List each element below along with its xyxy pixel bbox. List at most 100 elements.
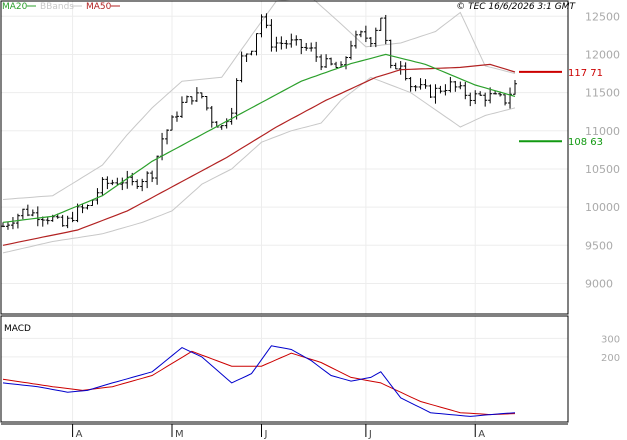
price-candle [219,125,224,130]
price-candle [383,14,388,45]
price-candle [309,42,314,52]
price-candle [368,37,373,47]
price-candle [343,56,348,70]
price-candle [274,36,279,52]
price-candle [40,216,45,227]
price-candle [304,42,309,51]
price-candle [423,79,428,89]
price-candle [25,204,30,217]
price-candle [254,33,259,56]
legend-ma50-label: MA50 [86,2,112,12]
price-candle [100,177,105,196]
price-candle [80,204,85,214]
price-candle [194,87,199,102]
price-candle [513,80,517,95]
price-candle [20,208,25,220]
time-tick-label: J [368,429,372,440]
price-levels: 117 71 108 63 [519,68,603,148]
price-candle [294,35,299,46]
price-candle [393,62,398,70]
price-candle [403,62,408,81]
price-candle [428,84,433,98]
macd-panel: MACD [0,315,569,423]
macd-tick-label: 200 [601,353,620,364]
bband-upper-line [2,0,516,200]
price-candle [10,217,15,230]
price-candle [398,61,403,75]
price-tick-label: 9500 [585,239,613,252]
price-candle [65,215,70,229]
price-gridlines [1,1,568,314]
price-candle [388,39,393,69]
time-tick-label: A [478,429,485,440]
price-candle [269,19,274,52]
macd-panel-border [0,315,569,423]
price-candle [299,39,304,55]
moving-averages [2,53,516,246]
price-candle [155,155,160,185]
price-tick-label: 11000 [585,125,620,138]
price-candle [324,54,329,68]
resistance-level-label: 117 71 [568,68,603,79]
price-candle [60,214,65,227]
price-candle [358,30,363,38]
price-candle [438,85,443,94]
price-candle [353,30,358,49]
price-tick-label: 11500 [585,87,620,100]
price-candle [45,217,50,225]
price-candle [75,203,80,223]
macd-lines [2,345,516,417]
price-candle [5,222,10,230]
price-panel: 117 71 108 63 [0,0,603,315]
price-candles [1,13,517,230]
support-level-label: 108 63 [568,137,603,148]
ma50-line [2,63,516,246]
price-candle [458,81,463,90]
macd-axis-ticks: 200 300 [601,334,620,364]
price-tick-label: 9000 [585,277,613,290]
price-candle [443,84,448,96]
price-candle [189,96,194,105]
price-candle [264,13,269,29]
price-candle [319,54,324,71]
price-candle [135,179,140,189]
price-candle [508,87,513,109]
price-tick-label: 12500 [585,10,620,23]
price-candle [204,95,209,111]
price-candle [239,51,244,83]
price-candle [165,129,170,145]
price-candle [378,17,383,31]
price-candle [413,85,418,92]
price-axis-ticks: 9000 9500 10000 10500 11000 11500 12000 12500 [585,10,620,290]
price-candle [70,211,75,223]
price-candle [184,95,189,103]
price-candle [199,92,204,99]
price-candle [348,40,353,60]
macd-line [2,345,516,417]
price-tick-label: 12000 [585,48,620,61]
price-candle [229,107,234,125]
price-candle [120,177,125,191]
price-candle [453,80,458,92]
price-tick-label: 10000 [585,201,620,214]
price-candle [259,14,264,38]
price-candle [329,57,334,66]
bollinger-bands [2,0,516,254]
price-panel-border [0,0,569,315]
price-candle [448,77,453,93]
price-candle [289,33,294,48]
price-candle [468,92,473,107]
macd-tick-label: 300 [601,334,620,345]
price-candle [170,115,175,131]
price-candle [478,91,483,96]
chart-legend: MA20 BBands MA50 [2,2,120,12]
price-candle [234,78,239,120]
legend-ma20-label: MA20 [2,2,28,12]
price-tick-label: 10500 [585,163,620,176]
ma20-line [2,53,516,223]
price-candle [334,61,339,69]
price-candle [140,178,145,192]
macd-panel-background [1,316,568,422]
